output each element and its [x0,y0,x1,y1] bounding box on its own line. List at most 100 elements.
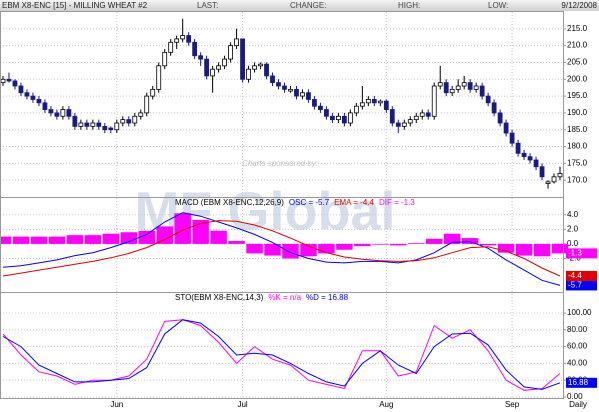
candle-body [234,38,239,47]
candle-body [210,68,216,77]
indicator-line [2,212,561,286]
y-tick-label: 170.0 [567,175,588,184]
candle-body [557,173,563,178]
candle-body [156,65,162,90]
x-tick-label: Jun [110,400,123,409]
y-tick-label: 2.0 [567,224,579,233]
candle-body [18,85,24,94]
candle-body [12,80,18,87]
candle-body [168,41,174,53]
histogram-bar [390,243,407,246]
histogram-bar [533,243,551,257]
candle-body [0,78,6,84]
low-label: LOW: [488,1,508,10]
end-value-label: -4.4 [568,271,582,280]
histogram-bar [318,243,335,254]
candle-body [353,105,359,114]
indicator-line [2,319,561,390]
histogram-bar [84,235,102,244]
candle-body [449,88,455,94]
y-tick-label: 210.0 [567,41,588,50]
y-tick-label: 215.0 [567,24,588,33]
histogram-bar [246,243,263,254]
y-tick-label: 40.00 [567,359,588,368]
candle-body [377,100,383,104]
histogram-bar [48,236,66,244]
end-value-box [566,270,597,281]
histogram-bar [0,236,12,244]
candle-body [473,85,479,90]
histogram-bar [461,238,479,244]
candle-body [491,102,497,114]
candle-body [497,112,503,124]
histogram-bar [443,233,461,244]
y-tick-label: 175.0 [567,158,588,167]
candle-body [186,35,192,43]
candle-body [533,159,539,168]
candle-body [509,132,515,144]
change-label: CHANGE: [290,1,326,10]
candle-body [282,85,287,90]
candle-body [383,100,389,110]
candle-body [395,122,401,127]
candle-body [30,95,36,100]
sponsor-logo: MF Global [135,181,396,241]
candle-body [330,115,335,121]
last-label: LAST: [197,1,218,10]
candle-body [551,176,557,183]
candle-body [54,112,60,117]
y-tick-label: 200.0 [567,74,588,83]
candle-body [246,68,251,80]
candle-body [539,166,545,178]
candle-body [306,92,311,100]
histogram-bar [138,230,155,244]
candle-body [84,122,90,127]
candle-body [294,88,299,97]
indicator-line [2,220,561,277]
histogram-bar [354,243,371,247]
histogram-bar [282,243,299,259]
histogram-bar [336,243,353,250]
y-tick-label: 190.0 [567,108,588,117]
histogram-bar [264,243,281,256]
candle-body [66,109,72,117]
candle-body [72,115,78,127]
end-value-box [566,377,597,388]
y-tick-label: 60.00 [567,342,588,351]
candle-body [132,115,138,124]
histogram-bar [12,236,30,244]
candle-body [144,95,150,114]
candle-body [204,58,210,77]
candle-body [413,115,419,121]
candle-body [527,156,533,161]
legend-entry: DIF = -1.3 [379,198,415,207]
candle-body [467,82,473,90]
header-bar: EBM X8-ENC [15] - MILLING WHEAT #2 LAST:… [0,0,599,11]
x-tick-label: Jul [237,400,247,409]
candle-body [455,85,461,90]
x-tick-label: Sep [505,400,520,409]
end-value-box [566,280,597,291]
candle-body [114,122,120,131]
candle-body [222,58,228,67]
frames [0,11,564,399]
end-value-label: -1.3 [568,248,582,257]
candle-body [288,88,293,92]
candle-body [341,115,347,124]
candle-body [162,51,168,67]
candle-body [335,115,341,121]
candle-body [48,109,54,114]
candle-body [359,102,365,107]
candle-body [419,112,425,117]
y-tick-label: 0.00 [567,392,583,401]
high-label: HIGH: [398,1,420,10]
histogram-bar [102,233,120,244]
candle-body [389,109,395,124]
candle-body [108,127,114,131]
y-tick-label: 185.0 [567,125,588,134]
candle-body [78,122,84,127]
candle-body [515,142,521,154]
y-tick-label: 205.0 [567,58,588,67]
candle-body [401,122,407,127]
